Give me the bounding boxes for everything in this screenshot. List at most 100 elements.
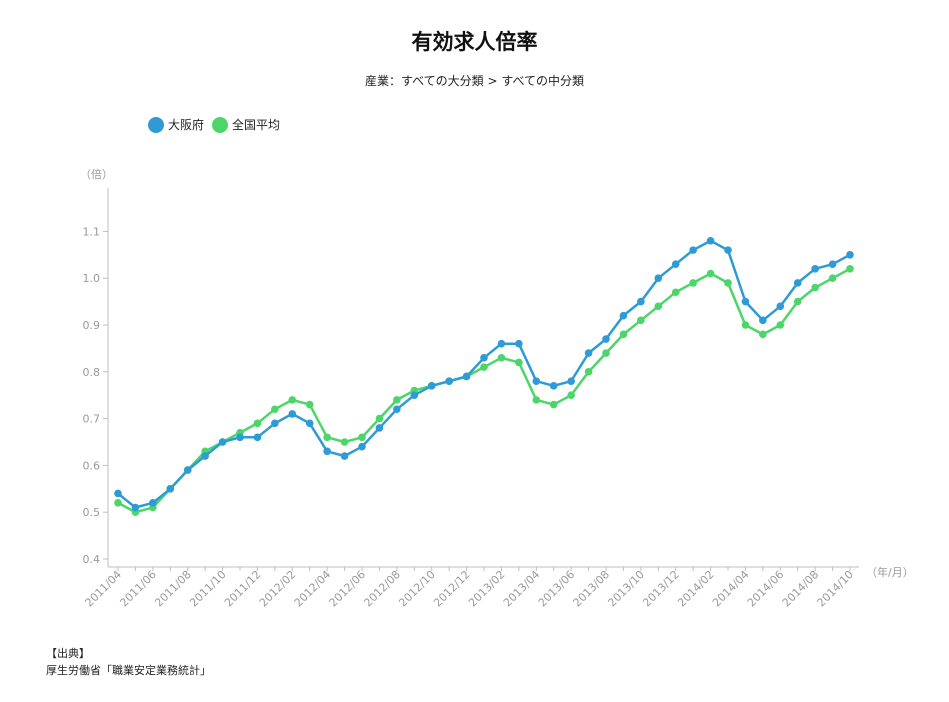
x-tick-label: 2014/04 (710, 568, 752, 610)
data-point-national (654, 302, 663, 311)
y-tick-label: 1.1 (83, 225, 101, 238)
data-point-osaka (427, 382, 436, 390)
data-point-osaka (253, 433, 262, 442)
chart-title: 有効求人倍率 (411, 30, 538, 54)
data-point-osaka (602, 335, 610, 343)
x-tick-label: 2013/04 (501, 568, 543, 610)
x-tick-label: 2013/02 (466, 568, 508, 610)
data-point-osaka (445, 377, 453, 385)
series-line-osaka (117, 239, 851, 509)
x-tick-label: 2013/12 (640, 568, 682, 610)
y-tick-label: 0.7 (83, 413, 101, 426)
data-point-osaka (480, 353, 488, 362)
data-point-national (288, 396, 297, 404)
y-axis-label: （倍） (80, 167, 113, 181)
data-point-osaka (776, 302, 785, 311)
x-tick-label: 2014/10 (815, 568, 857, 610)
x-tick-label: 2011/06 (117, 568, 159, 610)
y-tick-label: 0.9 (83, 319, 101, 332)
data-point-national (584, 368, 593, 376)
data-point-osaka (340, 452, 349, 460)
data-point-national (305, 400, 314, 409)
x-tick-label: 2012/10 (396, 568, 438, 610)
y-tick-label: 0.5 (83, 506, 101, 519)
legend-label-osaka: 大阪府 (168, 118, 205, 132)
data-point-national (358, 433, 366, 442)
x-tick-label: 2014/08 (780, 568, 822, 610)
data-point-national (375, 414, 384, 423)
data-point-national (637, 316, 645, 325)
data-point-osaka (811, 265, 819, 273)
data-point-national (480, 363, 488, 371)
data-point-osaka (532, 377, 541, 385)
data-point-national (759, 330, 767, 339)
data-point-national (671, 288, 680, 297)
x-tick-label: 2014/06 (745, 568, 787, 610)
y-tick-label: 1.0 (83, 272, 101, 285)
data-point-national (706, 269, 715, 278)
x-tick-label: 2012/04 (292, 568, 334, 610)
x-tick-label: 2011/08 (152, 568, 194, 610)
x-tick-label: 2013/08 (571, 568, 613, 610)
data-point-national (793, 297, 802, 306)
data-point-osaka (671, 260, 680, 268)
x-tick-label: 2012/06 (327, 568, 369, 610)
x-tick-label: 2011/04 (83, 568, 125, 610)
source-note: 【出典】 厚生労働省「職業安定業務統計」 (46, 645, 211, 679)
x-tick-label: 2011/12 (222, 568, 264, 610)
data-point-osaka (218, 438, 227, 446)
data-point-national (846, 265, 854, 273)
y-tick-label: 0.6 (83, 459, 101, 472)
legend: 大阪府 全国平均 (148, 116, 288, 133)
data-point-national (828, 274, 837, 283)
data-point-osaka (706, 236, 715, 245)
data-point-national (114, 499, 122, 507)
data-point-national (497, 353, 506, 362)
x-tick-label: 2013/06 (536, 568, 578, 610)
data-point-osaka (584, 349, 593, 357)
data-point-osaka (358, 442, 366, 451)
legend-item-osaka[interactable]: 大阪府 (148, 116, 204, 133)
data-point-osaka (689, 246, 697, 254)
data-point-osaka (166, 485, 175, 493)
data-point-osaka (637, 297, 645, 306)
data-point-national (619, 330, 628, 339)
data-point-national (532, 396, 541, 404)
data-point-osaka (410, 391, 419, 400)
x-tick-label: 2012/12 (431, 568, 473, 610)
x-axis-label: （年/月） (866, 565, 914, 579)
x-tick-label: 2012/08 (361, 568, 403, 610)
data-point-osaka (724, 246, 732, 254)
x-tick-label: 2012/02 (257, 568, 299, 610)
x-tick-label: 2011/10 (187, 568, 229, 610)
data-point-national (253, 419, 262, 428)
data-point-national (271, 405, 279, 414)
y-tick-label: 0.8 (83, 366, 101, 379)
data-point-osaka (759, 316, 767, 325)
data-point-national (515, 358, 523, 367)
data-point-osaka (619, 311, 628, 320)
data-point-osaka (462, 372, 471, 381)
data-point-national (724, 279, 732, 287)
data-point-osaka (654, 274, 663, 283)
data-point-national (567, 391, 575, 400)
data-point-national (340, 438, 349, 446)
source-heading: 【出典】 (46, 647, 90, 660)
legend-label-national: 全国平均 (232, 118, 281, 132)
data-point-osaka (201, 452, 209, 460)
data-point-national (811, 283, 819, 292)
data-point-osaka (131, 503, 140, 512)
data-point-national (549, 400, 558, 409)
data-point-osaka (567, 377, 575, 385)
data-point-osaka (375, 424, 384, 432)
data-point-national (323, 433, 331, 442)
data-point-osaka (393, 405, 401, 414)
series-line-national (117, 267, 851, 514)
source-text: 厚生労働省「職業安定業務統計」 (46, 664, 211, 677)
data-point-osaka (114, 489, 122, 498)
legend-swatch-osaka (148, 116, 164, 133)
data-point-national (741, 321, 750, 329)
data-point-osaka (149, 499, 157, 507)
legend-item-national[interactable]: 全国平均 (212, 116, 280, 133)
